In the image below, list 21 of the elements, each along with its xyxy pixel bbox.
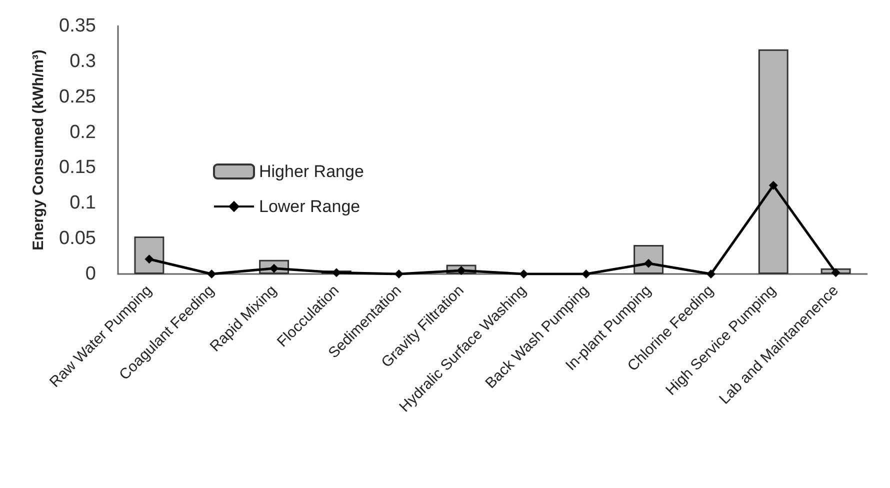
y-tick-label: 0.25: [59, 86, 96, 108]
y-tick-label: 0.05: [59, 228, 96, 250]
y-tick-label: 0.15: [59, 157, 96, 178]
y-tick-label: 0.2: [70, 122, 96, 143]
y-axis-title: Energy Consumed (kWh/m³): [30, 50, 47, 250]
y-tick-label: 0.3: [70, 50, 96, 72]
point: [394, 270, 404, 278]
point: [831, 268, 840, 278]
y-tick-label: 0.1: [70, 192, 96, 214]
bar: [134, 236, 164, 274]
point: [706, 270, 716, 278]
point: [768, 180, 778, 190]
point: [207, 270, 216, 278]
legend-label: Lower Range: [259, 197, 360, 216]
point: [582, 270, 591, 278]
point: [456, 266, 466, 275]
y-tick-label: 0: [85, 264, 96, 284]
bar: [758, 49, 788, 274]
y-tick-label: 0.35: [59, 16, 96, 36]
legend-label: Higher Range: [259, 162, 364, 181]
point: [519, 270, 528, 278]
